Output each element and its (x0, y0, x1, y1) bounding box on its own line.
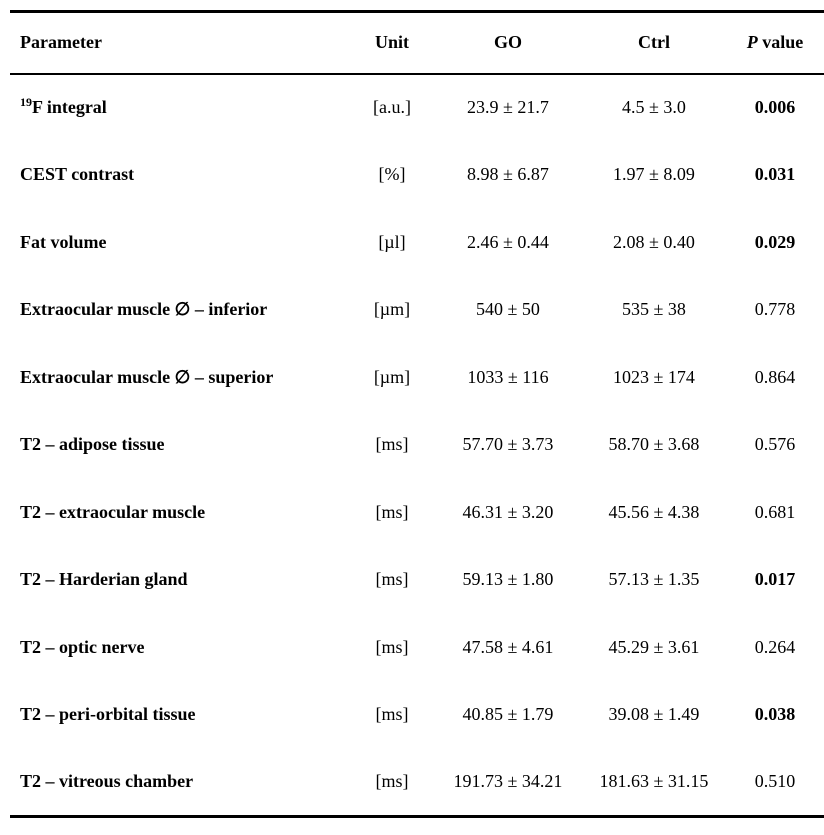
table-row: Extraocular muscle ∅ – inferior [µm] 540 ±… (10, 276, 824, 344)
parameter-label: Extraocular muscle ∅ – superior (20, 366, 274, 387)
cell-unit: [µm] (373, 366, 411, 387)
cell-ctrl-value: 181.63 ± 31.15 (599, 771, 709, 791)
cell-unit: [ms] (375, 501, 409, 522)
table-header: Parameter Unit GO Ctrl P value (10, 11, 824, 75)
parameter-label: T2 – extraocular muscle (20, 501, 206, 522)
header-ctrl: Ctrl (582, 11, 726, 75)
cell-pvalue: 0.264 (754, 636, 796, 657)
cell-pvalue: 0.510 (754, 771, 796, 791)
cell-go-value: 59.13 ± 1.80 (462, 569, 554, 590)
header-pvalue: P value (726, 11, 824, 75)
cell-ctrl-value: 45.29 ± 3.61 (608, 636, 700, 657)
cell-go-value: 540 ± 50 (476, 299, 540, 320)
cell-parameter: T2 – optic nerve (10, 614, 350, 682)
cell-ctrl-value: 57.13 ± 1.35 (608, 569, 700, 590)
cell-ctrl-value: 39.08 ± 1.49 (608, 704, 700, 725)
cell-parameter: T2 – extraocular muscle (10, 479, 350, 547)
cell-ctrl-value: 58.70 ± 3.68 (608, 434, 700, 455)
cell-unit: [ms] (375, 636, 409, 657)
cell-unit: [ms] (375, 771, 409, 791)
cell-parameter: CEST contrast (10, 141, 350, 209)
cell-pvalue: 0.029 (754, 231, 796, 252)
parameter-label: T2 – optic nerve (20, 636, 145, 657)
cell-pvalue: 0.576 (754, 434, 796, 455)
table-row: CEST contrast [%] 8.98 ± 6.87 1.97 ± 8.09 0.… (10, 141, 824, 209)
header-unit: Unit (350, 11, 434, 75)
results-table-container: Parameter Unit GO Ctrl P value 19F integ… (10, 10, 824, 818)
cell-go-value: 23.9 ± 21.7 (467, 97, 549, 118)
header-row: Parameter Unit GO Ctrl P value (10, 11, 824, 75)
cell-go-value: 57.70 ± 3.73 (462, 434, 554, 455)
cell-unit: [ms] (375, 434, 409, 455)
cell-unit: [ms] (375, 569, 409, 590)
cell-unit: [%] (378, 164, 406, 185)
parameter-label: T2 – adipose tissue (20, 434, 165, 455)
cell-unit: [µl] (378, 231, 406, 252)
cell-parameter: 19F integral (10, 74, 350, 142)
cell-parameter: Extraocular muscle ∅ – superior (10, 344, 350, 412)
cell-pvalue: 0.006 (754, 97, 796, 118)
table-row: T2 – extraocular muscle [ms] 46.31 ± 3.20 4… (10, 479, 824, 547)
parameter-label: T2 – vitreous chamber (20, 771, 194, 791)
cell-ctrl-value: 1023 ± 174 (613, 366, 695, 387)
table-row: Extraocular muscle ∅ – superior [µm] 1033 … (10, 344, 824, 412)
table-row: T2 – Harderian gland [ms] 59.13 ± 1.80 57.1… (10, 546, 824, 614)
header-parameter: Parameter (10, 11, 350, 75)
table-row: T2 – peri-orbital tissue [ms] 40.85 ± 1.79… (10, 681, 824, 749)
parameter-label: T2 – peri-orbital tissue (20, 704, 196, 725)
table-row: T2 – optic nerve [ms] 47.58 ± 4.61 45.29 ± … (10, 614, 824, 682)
cell-parameter: T2 – adipose tissue (10, 411, 350, 479)
cell-go-value: 47.58 ± 4.61 (462, 636, 554, 657)
cell-parameter: T2 – peri-orbital tissue (10, 681, 350, 749)
header-p-symbol: P (746, 32, 758, 53)
parameter-label: Fat volume (20, 231, 107, 252)
cell-pvalue: 0.017 (754, 569, 796, 590)
cell-ctrl-value: 4.5 ± 3.0 (622, 97, 686, 118)
results-table: Parameter Unit GO Ctrl P value 19F integ… (10, 10, 824, 818)
cell-pvalue: 0.038 (754, 704, 796, 725)
cell-unit: [a.u.] (373, 97, 411, 118)
cell-ctrl-value: 1.97 ± 8.09 (613, 164, 695, 185)
cell-parameter: Fat volume (10, 209, 350, 277)
table-body: 19F integral [a.u.] 23.9 ± 21.7 4.5 ± 3.0 0.… (10, 74, 824, 817)
cell-pvalue: 0.864 (754, 366, 796, 387)
cell-parameter: Extraocular muscle ∅ – inferior (10, 276, 350, 344)
parameter-label: CEST contrast (20, 164, 135, 185)
cell-parameter: T2 – vitreous chamber (10, 749, 350, 817)
header-go: GO (434, 11, 582, 75)
table-row: T2 – adipose tissue [ms] 57.70 ± 3.73 58.70… (10, 411, 824, 479)
cell-unit: [µm] (373, 299, 411, 320)
cell-go-value: 8.98 ± 6.87 (467, 164, 549, 185)
cell-unit: [ms] (375, 704, 409, 725)
cell-go-value: 40.85 ± 1.79 (462, 704, 554, 725)
isotope-superscript: 19 (20, 95, 32, 110)
cell-go-value: 191.73 ± 34.21 (453, 771, 563, 791)
cell-pvalue: 0.778 (754, 299, 796, 320)
cell-pvalue: 0.681 (754, 501, 796, 522)
parameter-label: T2 – Harderian gland (20, 569, 188, 590)
header-p-rest: value (757, 32, 804, 53)
parameter-label: F integral (32, 97, 107, 118)
cell-ctrl-value: 45.56 ± 4.38 (608, 501, 700, 522)
cell-go-value: 46.31 ± 3.20 (462, 501, 554, 522)
table-row: T2 – vitreous chamber [ms] 191.73 ± 34.21 1… (10, 749, 824, 817)
parameter-label: Extraocular muscle ∅ – inferior (20, 299, 268, 320)
cell-ctrl-value: 2.08 ± 0.40 (613, 231, 695, 252)
cell-ctrl-value: 535 ± 38 (622, 299, 686, 320)
cell-go-value: 2.46 ± 0.44 (467, 231, 549, 252)
cell-go-value: 1033 ± 116 (467, 366, 549, 387)
table-row: 19F integral [a.u.] 23.9 ± 21.7 4.5 ± 3.0 0.… (10, 74, 824, 142)
cell-pvalue: 0.031 (754, 164, 796, 185)
table-row: Fat volume [µl] 2.46 ± 0.44 2.08 ± 0.40 0.02… (10, 209, 824, 277)
cell-parameter: T2 – Harderian gland (10, 546, 350, 614)
